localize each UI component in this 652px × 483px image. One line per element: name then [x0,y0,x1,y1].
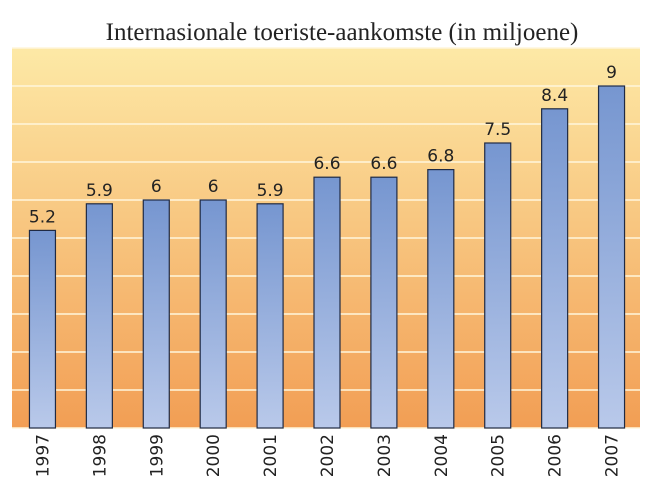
x-tick-label: 2004 [432,434,452,477]
bar [541,108,569,429]
bar [313,176,341,429]
x-tick-label: 2005 [489,434,509,477]
x-tick-label: 2000 [204,434,224,477]
x-tick-label: 2006 [546,434,566,477]
bar [427,169,455,429]
data-label: 6 [208,177,219,197]
bar [142,199,170,429]
bar [199,199,227,429]
bar [484,142,512,429]
x-tick-label: 1999 [147,434,167,477]
x-tick-label: 1997 [33,434,53,477]
data-label: 6.6 [313,154,340,174]
data-label: 9 [606,63,617,83]
x-tick-label: 1998 [90,434,110,477]
x-tick-label: 2003 [375,434,395,477]
data-label: 5.2 [29,207,56,227]
x-tick-label: 2007 [603,434,623,477]
bar [85,203,113,429]
data-label: 8.4 [541,86,568,106]
data-label: 6 [151,177,162,197]
data-label: 6.6 [370,154,397,174]
chart-title: Internasionale toeriste-aankomste (in mi… [106,19,579,46]
data-label: 7.5 [484,120,511,140]
data-label: 5.9 [86,181,113,201]
x-tick-label: 2002 [318,434,338,477]
bar [28,229,57,429]
x-tick-label: 2001 [261,434,281,477]
bar [370,176,398,429]
data-label: 5.9 [257,181,284,201]
bar [597,85,626,429]
bar [256,203,284,429]
data-label: 6.8 [427,147,454,167]
